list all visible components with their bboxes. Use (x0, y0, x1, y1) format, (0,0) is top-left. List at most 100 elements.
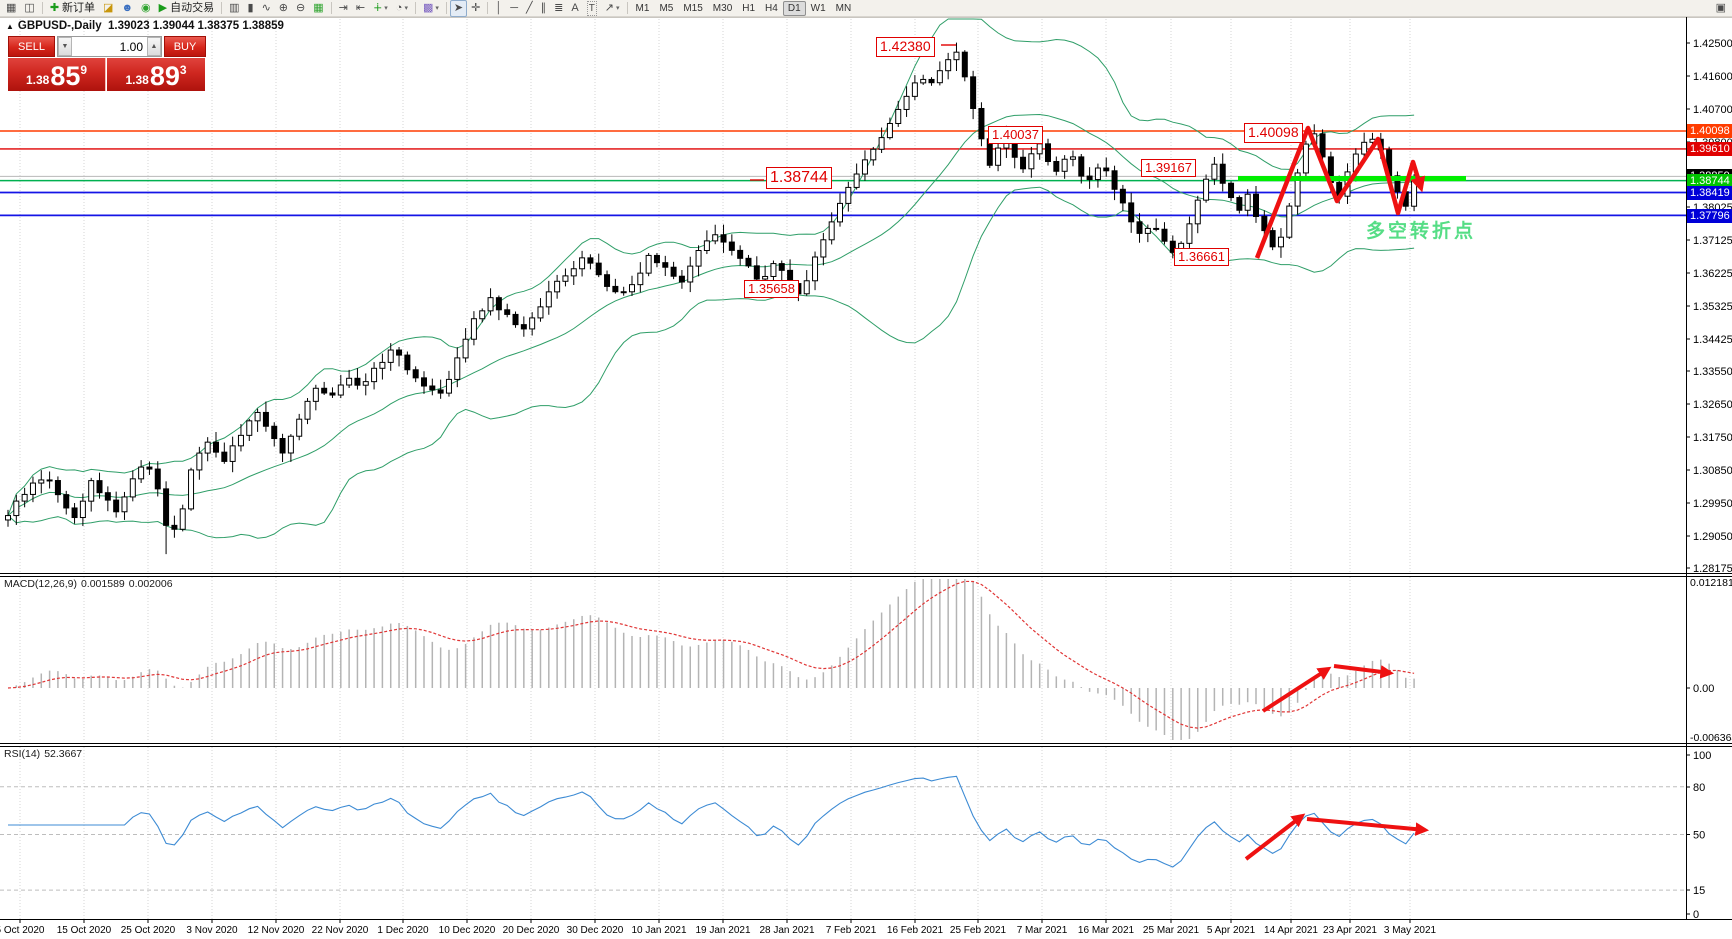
arrow-objects-icon: ↗ (604, 1, 615, 14)
svg-text:1.28175: 1.28175 (1693, 563, 1732, 575)
print-preview-button[interactable]: ◫ (20, 0, 38, 17)
templates-icon: ▩ (422, 1, 434, 14)
timeframe-d1[interactable]: D1 (782, 0, 806, 16)
trendline-button[interactable]: ╱ (522, 0, 537, 17)
toolbar-separator (626, 2, 628, 14)
dropdown-arrow-icon[interactable]: ▾ (435, 4, 439, 12)
toolbar-separator (41, 2, 43, 14)
price-flag-1.40037[interactable]: 1.40037 (988, 126, 1043, 145)
drawn-annotations[interactable] (750, 44, 1466, 861)
one-click-trading-panel: SELL ▼ 1.00 ▲ BUY 1.38 85 9 1.38 89 3 (8, 36, 206, 91)
fibonacci-button[interactable]: ≣ (550, 0, 567, 17)
timeframe-mn[interactable]: MN (835, 2, 852, 14)
timeframe-h1[interactable]: H1 (742, 2, 756, 14)
channel-icon: ∥ (540, 1, 547, 14)
print-preview-icon: ◫ (24, 1, 35, 14)
indicators-button[interactable]: ∔ ▾ (369, 0, 392, 17)
horizontal-price-lines[interactable] (0, 130, 1686, 217)
auto-scroll-icon: ⇤ (355, 1, 366, 14)
autotrading-label: 自动交易 (170, 1, 215, 14)
toolbar-separator (330, 2, 332, 14)
svg-text:15 Oct 2020: 15 Oct 2020 (57, 925, 112, 936)
svg-text:19 Jan 2021: 19 Jan 2021 (695, 925, 750, 936)
svg-text:22 Nov 2020: 22 Nov 2020 (312, 925, 369, 936)
channel-button[interactable]: ∥ (537, 0, 551, 17)
svg-text:10 Dec 2020: 10 Dec 2020 (439, 925, 496, 936)
new-order-button[interactable]: ✚ 新订单 (46, 0, 99, 17)
toolbar: ▦ ◫ ✚ 新订单 ◪ ☻ ◉ ▶ 自动交易 ▥ ▮ ∿ ⊕ ⊖ ▦ ⇥ ⇤ ∔ ▾ ◔ ▾ ▩ ▾ ➤ ✛ │ ─ ╱ ∥ ≣ A T ↗ ▾ M… (0, 0, 1732, 17)
svg-text:1.32650: 1.32650 (1693, 399, 1732, 411)
eraser-button[interactable]: ◪ (99, 0, 117, 17)
timeframe-h4[interactable]: H4 (765, 2, 778, 14)
new-order-label: 新订单 (62, 1, 96, 14)
dropdown-arrow-icon[interactable]: ▾ (404, 4, 408, 12)
volume-increase-button[interactable]: ▲ (147, 37, 161, 56)
svg-text:5 Oct 2020: 5 Oct 2020 (0, 925, 45, 936)
buy-button[interactable]: BUY (164, 36, 206, 57)
bar-chart-icon: ▥ (229, 1, 240, 14)
price-flag-1.38744[interactable]: 1.38744 (766, 167, 832, 189)
candlestick-chart-icon: ▮ (247, 1, 254, 14)
zoom-in-button[interactable]: ⊕ (275, 0, 292, 17)
line-chart-button[interactable]: ∿ (258, 0, 275, 17)
signal-button[interactable]: ◉ (137, 0, 155, 17)
timeframe-m1[interactable]: M1 (635, 2, 650, 14)
periods-button[interactable]: ◔ ▾ (392, 0, 412, 17)
tile-windows-button[interactable]: ▦ (309, 0, 327, 17)
dropdown-arrow-icon[interactable]: ▾ (616, 4, 620, 12)
cursor-button[interactable]: ➤ (449, 0, 468, 17)
price-flag-1.36661[interactable]: 1.36661 (1174, 248, 1229, 267)
dropdown-arrow-icon[interactable]: ▾ (384, 4, 388, 12)
autotrading-icon: ▶ (158, 1, 168, 14)
price-flag-1.35658[interactable]: 1.35658 (744, 280, 799, 299)
sell-button[interactable]: SELL (8, 36, 55, 57)
autotrading-button[interactable]: ▶ 自动交易 (155, 0, 218, 17)
chart-title: ▲ GBPUSD-,Daily 1.39023 1.39044 1.38375 1… (6, 20, 284, 32)
macd-histogram (15, 579, 1415, 740)
svg-text:3 May 2021: 3 May 2021 (1384, 925, 1437, 936)
buy-price[interactable]: 1.38 89 3 (107, 58, 205, 91)
trade-panel-prices: 1.38 85 9 1.38 89 3 (8, 58, 206, 91)
volume-decrease-button[interactable]: ▼ (58, 37, 72, 56)
zoom-out-icon: ⊖ (296, 1, 306, 14)
svg-text:30 Dec 2020: 30 Dec 2020 (567, 925, 624, 936)
zoom-out-button[interactable]: ⊖ (292, 0, 309, 17)
svg-text:28 Jan 2021: 28 Jan 2021 (759, 925, 814, 936)
new-order-icon: ✚ (49, 1, 60, 14)
volume-stepper: ▼ 1.00 ▲ (57, 36, 162, 57)
candlestick-chart-button[interactable]: ▮ (244, 0, 258, 17)
axis-price-flag-1.37796: 1.37796 (1687, 209, 1732, 223)
volume-input[interactable]: 1.00 (119, 39, 143, 54)
arrow-objects-button[interactable]: ↗ ▾ (601, 0, 624, 17)
collapse-panel-icon[interactable]: ▲ (6, 22, 14, 31)
timeframe-m5[interactable]: M5 (659, 2, 674, 14)
text-button[interactable]: A (567, 0, 582, 17)
timeframe-m30[interactable]: M30 (712, 2, 733, 14)
sell-price-prefix: 1.38 (25, 73, 50, 87)
crosshair-button[interactable]: ✛ (467, 0, 484, 17)
chart-symbol-period: GBPUSD-,Daily (17, 20, 102, 32)
svg-text:1.42500: 1.42500 (1693, 38, 1732, 50)
text-label-button[interactable]: T (583, 0, 601, 17)
chart-window-button[interactable]: ▣ (1715, 1, 1726, 14)
vertical-line-button[interactable]: │ (491, 0, 506, 17)
horizontal-line-button[interactable]: ─ (506, 0, 522, 17)
price-flag-1.39167[interactable]: 1.39167 (1141, 159, 1196, 178)
auto-scroll-button[interactable]: ⇤ (352, 0, 369, 17)
timeframe-m15[interactable]: M15 (683, 2, 703, 14)
window-icon: ▦ (6, 1, 17, 14)
profile-button[interactable]: ☻ (117, 0, 137, 17)
svg-text:1 Dec 2020: 1 Dec 2020 (377, 925, 429, 936)
price-flag-1.42380[interactable]: 1.42380 (876, 37, 935, 57)
timeframe-w1[interactable]: W1 (810, 2, 826, 14)
candlestick-series (5, 42, 1418, 555)
templates-button[interactable]: ▩ ▾ (419, 0, 443, 17)
price-flag-1.40098[interactable]: 1.40098 (1244, 123, 1303, 143)
chart-shift-button[interactable]: ⇥ (335, 0, 352, 17)
window-button[interactable]: ▦ (2, 0, 20, 17)
sell-price[interactable]: 1.38 85 9 (8, 58, 106, 91)
pivot-point-annotation[interactable]: 多空转折点 (1366, 221, 1477, 242)
bar-chart-button[interactable]: ▥ (225, 0, 243, 17)
